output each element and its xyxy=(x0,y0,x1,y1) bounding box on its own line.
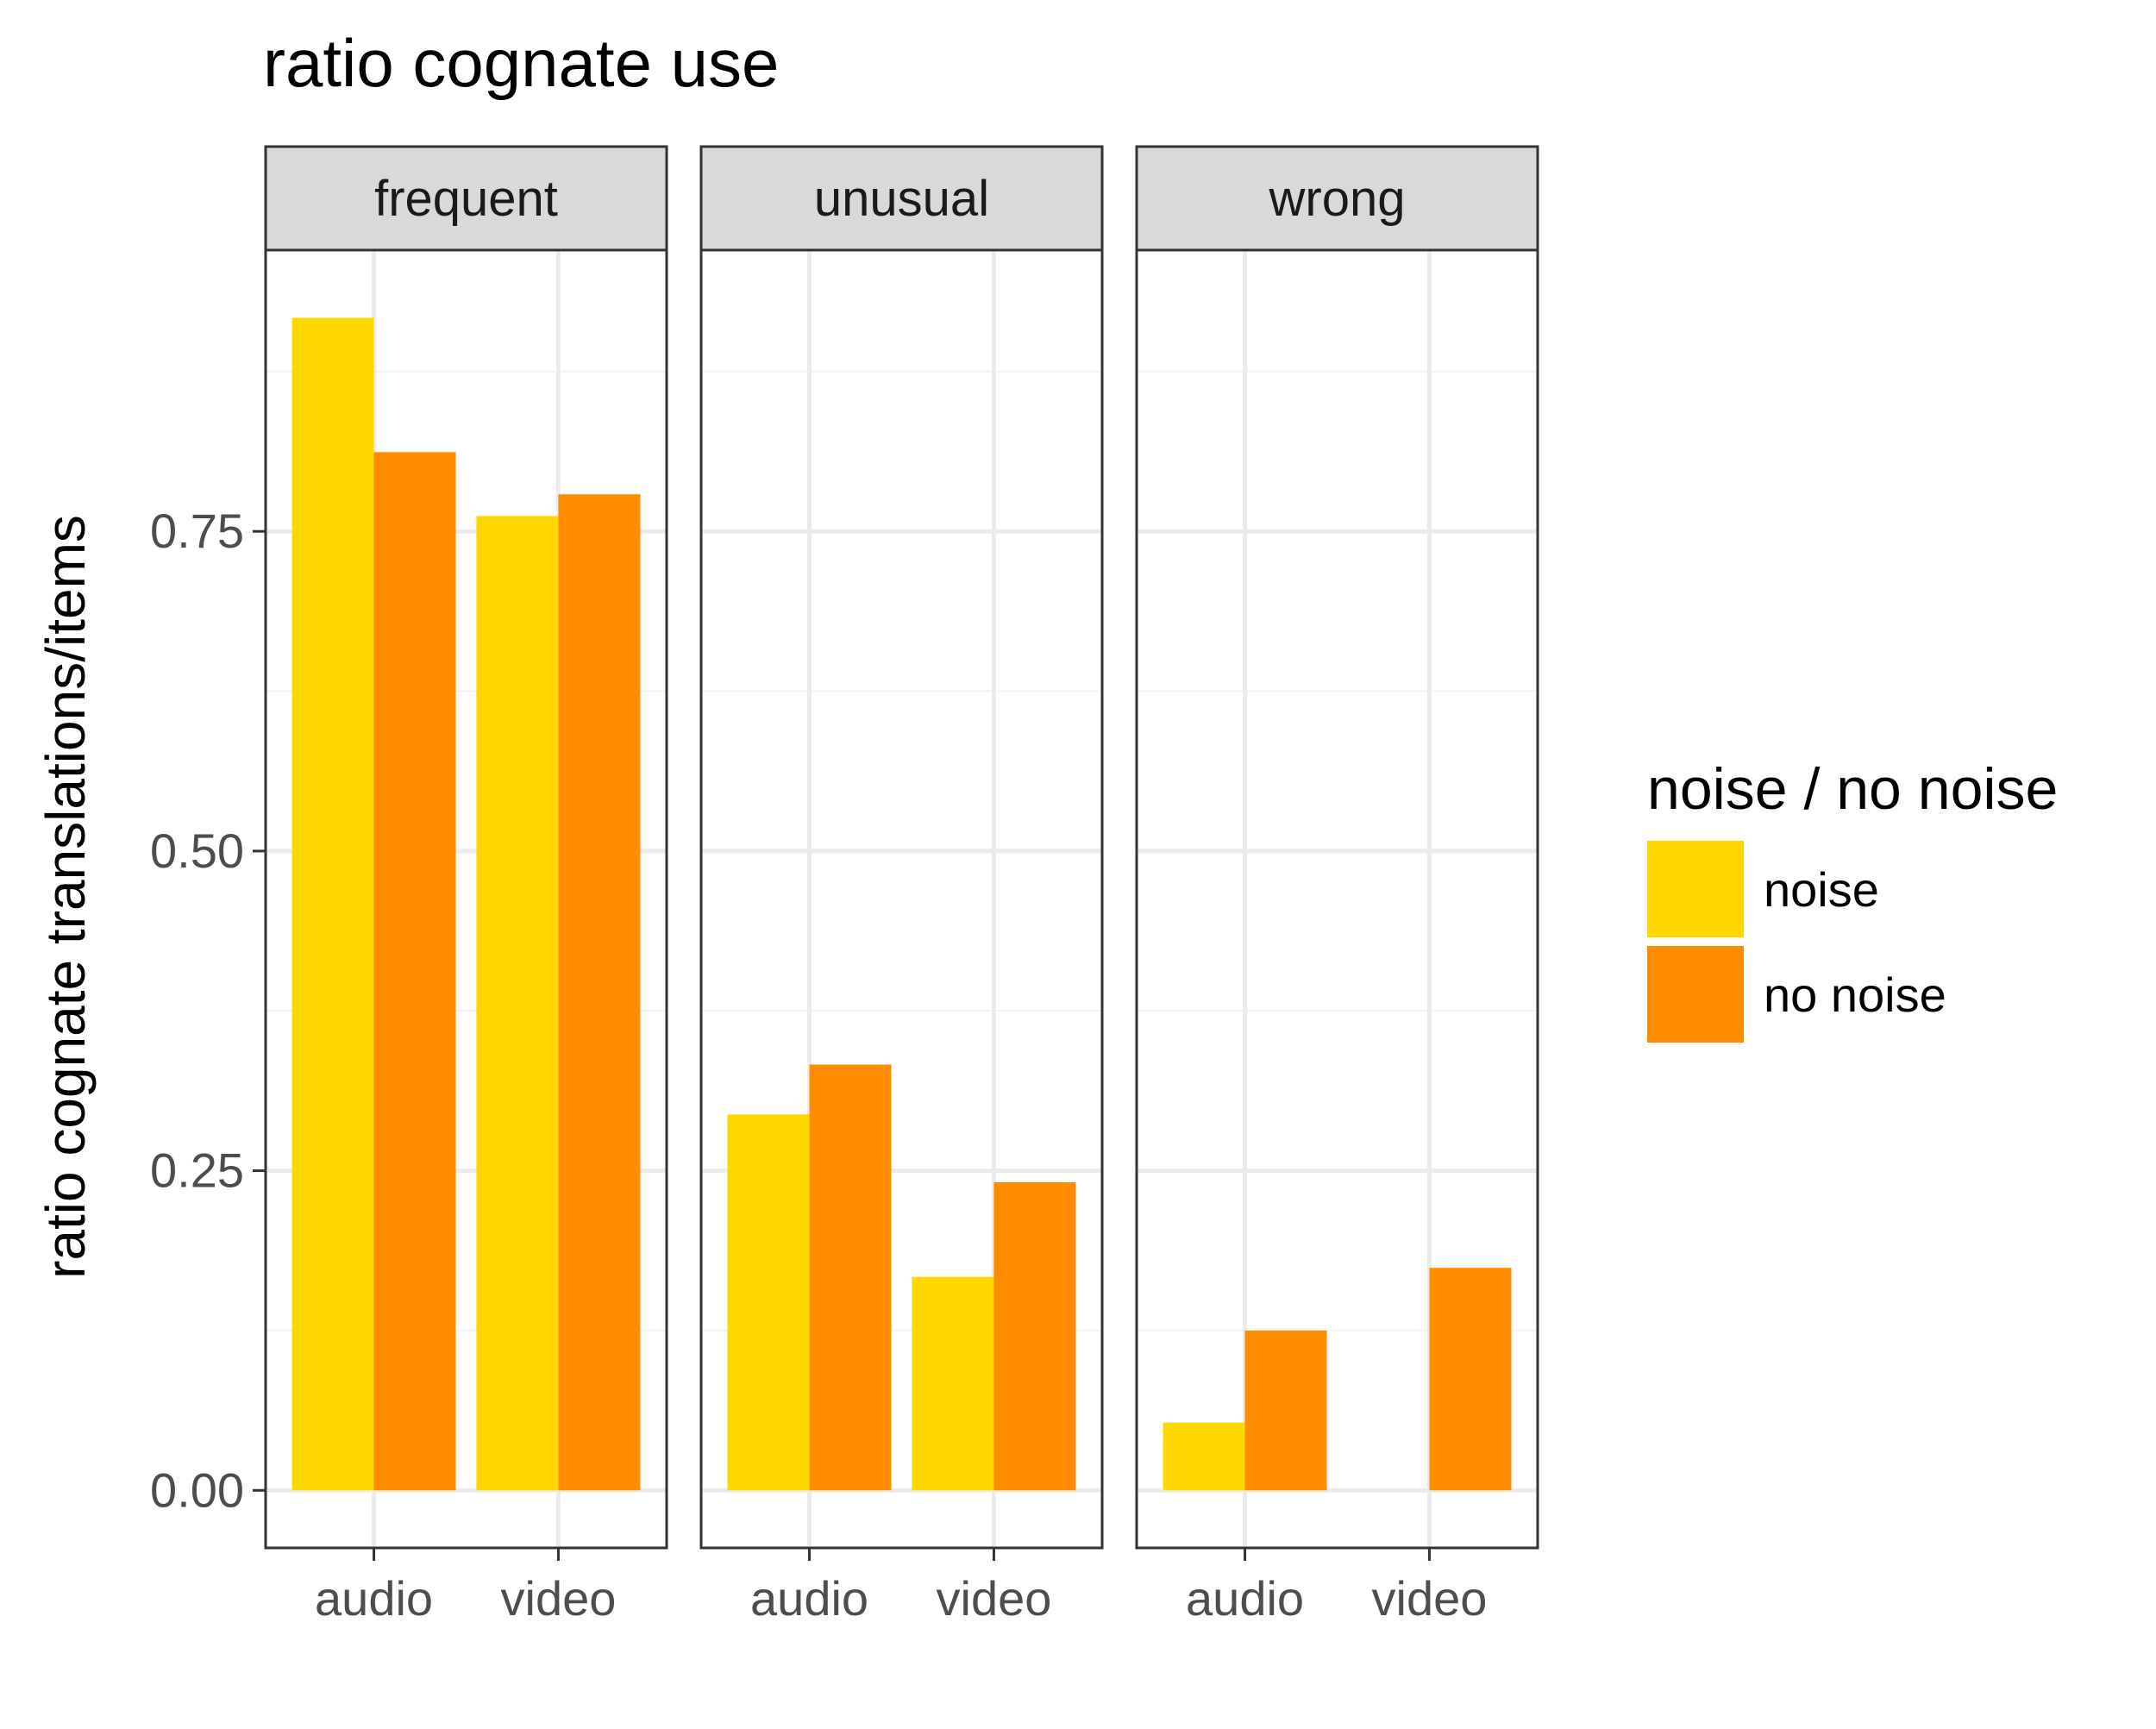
x-tick-label: audio xyxy=(1186,1571,1304,1626)
legend-key-noise xyxy=(1647,841,1744,937)
bar-wrong-audio-no-noise xyxy=(1244,1330,1327,1491)
x-tick-label: audio xyxy=(750,1571,868,1626)
x-tick-label: video xyxy=(501,1571,617,1626)
facet-strip xyxy=(1135,145,1539,252)
chart-title: ratio cognate use xyxy=(263,25,779,101)
legend: noise / no noise noise no noise xyxy=(1647,756,2058,1043)
bar-wrong-audio-noise xyxy=(1163,1422,1245,1491)
facet-strip xyxy=(264,145,668,252)
x-tick-label: video xyxy=(937,1571,1052,1626)
legend-label: noise xyxy=(1764,862,1879,917)
y-tick-label: 0.50 xyxy=(150,824,244,878)
x-tick-label: video xyxy=(1372,1571,1488,1626)
y-tick-label: 0.00 xyxy=(150,1463,244,1517)
legend-label: no noise xyxy=(1764,968,1946,1022)
facet-panel-unusual: unusual audio video xyxy=(699,145,1104,1626)
y-axis: 0.00 0.25 0.50 0.75 xyxy=(150,504,266,1517)
bar-frequent-video-noise xyxy=(476,516,559,1491)
legend-key-no-noise xyxy=(1647,946,1744,1043)
bar-unusual-video-noise xyxy=(912,1276,994,1491)
facet-strip xyxy=(699,145,1104,252)
facet-panel-wrong: wrong audio video xyxy=(1135,145,1539,1626)
y-tick-label: 0.75 xyxy=(150,504,244,558)
facet-strip-label: wrong xyxy=(1269,171,1406,227)
y-tick-label: 0.25 xyxy=(150,1143,244,1198)
facet-strip-label: unusual xyxy=(814,171,989,227)
bar-wrong-video-no-noise xyxy=(1429,1268,1512,1491)
facet-panel-frequent: frequent audio video xyxy=(264,145,668,1626)
bar-unusual-audio-no-noise xyxy=(809,1064,892,1491)
x-tick-label: audio xyxy=(315,1571,433,1626)
bar-unusual-video-no-noise xyxy=(993,1181,1076,1491)
y-axis-title: ratio cognate translations/items xyxy=(34,515,97,1279)
legend-title: noise / no noise xyxy=(1647,756,2058,822)
bar-unusual-audio-noise xyxy=(727,1114,810,1491)
bar-frequent-video-no-noise xyxy=(558,494,641,1491)
bar-frequent-audio-no-noise xyxy=(373,452,456,1491)
facet-strip-label: frequent xyxy=(374,171,558,227)
bar-frequent-audio-noise xyxy=(291,317,374,1491)
